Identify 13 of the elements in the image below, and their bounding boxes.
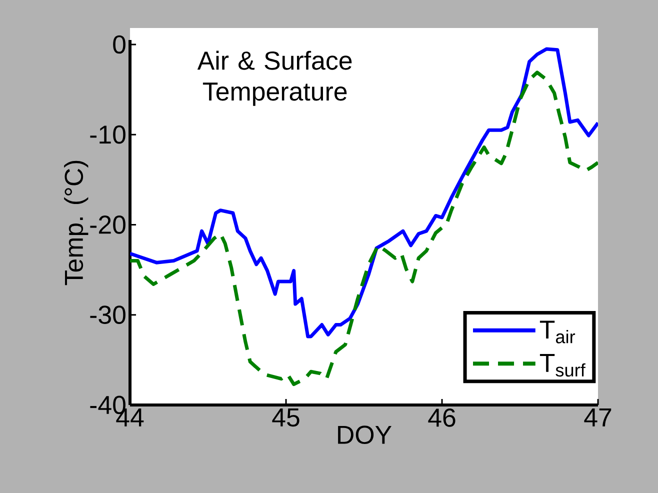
text: Air & Surface Temperature (197, 50, 352, 106)
y-tick-label: 0 (113, 35, 126, 54)
x-tick-label: 46 (428, 408, 456, 427)
line-series (130, 70, 598, 386)
legend-label: T$_{surf}$ (540, 354, 586, 377)
y-tick-label: -10 (90, 125, 126, 144)
legend-label: T$_{air}$ (540, 320, 576, 344)
x-axis-title: DOY (338, 426, 392, 444)
y-tick-label: -30 (90, 306, 126, 324)
y-axis-title: Temp. (°C) (64, 160, 88, 286)
x-tick-label: 45 (272, 408, 300, 427)
x-tick-label: 47 (584, 408, 612, 426)
y-tick-label: -20 (90, 216, 126, 234)
